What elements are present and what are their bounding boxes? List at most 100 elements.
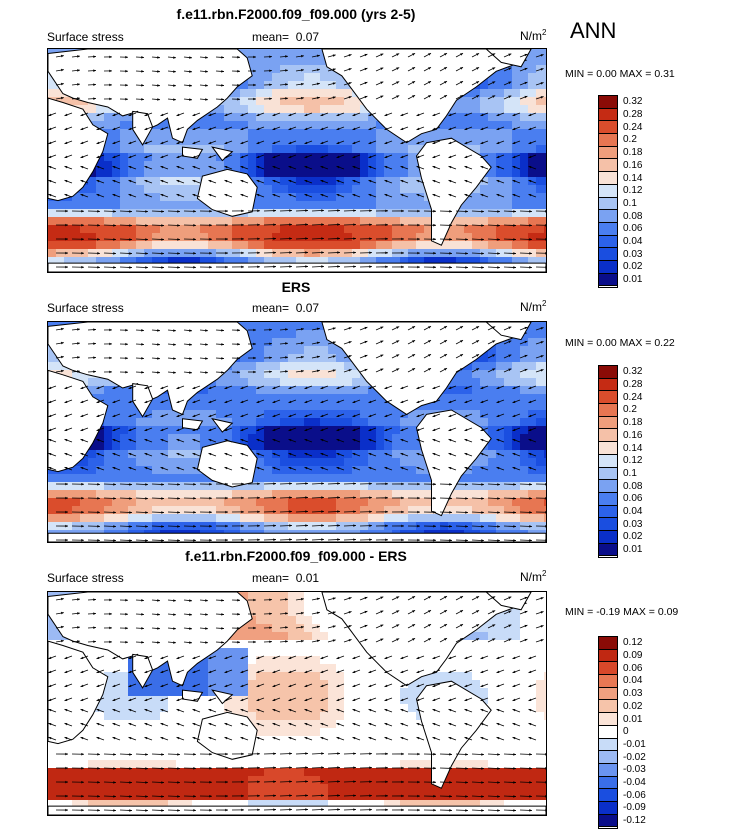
panel-2-title: ERS <box>47 279 545 295</box>
colorbar-swatch <box>599 675 617 688</box>
colorbar-swatch <box>599 751 617 764</box>
colorbar-swatch <box>599 455 617 468</box>
panel-1-max-value: 0.31 <box>654 68 674 80</box>
panel-2-units: N/m2 <box>520 299 546 314</box>
colorbar-swatch <box>599 366 617 379</box>
colorbar-tick-label: 0 <box>623 727 629 737</box>
colorbar-tick-label: 0.18 <box>623 148 642 158</box>
colorbar-tick-label: 0.01 <box>623 275 642 285</box>
colorbar-tick-label: -0.04 <box>623 778 646 788</box>
panel-1-units: N/m2 <box>520 28 546 43</box>
colorbar-tick-label: 0.04 <box>623 507 642 517</box>
colorbar-swatch <box>599 236 617 249</box>
colorbar-swatch <box>599 468 617 481</box>
colorbar-tick-label: -0.06 <box>623 791 646 801</box>
colorbar-tick-label: 0.18 <box>623 418 642 428</box>
colorbar-swatch <box>599 637 617 650</box>
season-label: ANN <box>570 18 616 44</box>
colorbar-tick-label: 0.12 <box>623 186 642 196</box>
colorbar-tick-label: 0.28 <box>623 380 642 390</box>
colorbar-tick-label: -0.01 <box>623 740 646 750</box>
colorbar-swatch <box>599 777 617 790</box>
panel-2-max-value: 0.22 <box>654 337 674 349</box>
colorbar-swatch <box>599 417 617 430</box>
colorbar-swatch <box>599 391 617 404</box>
colorbar-swatch <box>599 248 617 261</box>
panel-3-min-max: MIN = -0.19 MAX = 0.09 <box>565 606 678 618</box>
colorbar-swatch <box>599 121 617 134</box>
panel-2-mean-value: 0.07 <box>296 301 319 315</box>
colorbar-swatch <box>599 223 617 236</box>
panel-2-map-plot <box>48 322 546 542</box>
colorbar-tick-label: 0.1 <box>623 469 637 479</box>
colorbar-tick-label: 0.09 <box>623 651 642 661</box>
colorbar-swatch <box>599 274 617 287</box>
colorbar-swatch <box>599 404 617 417</box>
colorbar-swatch <box>599 172 617 185</box>
colorbar-tick-label: 0.01 <box>623 715 642 725</box>
colorbar-tick-label: 0.12 <box>623 638 642 648</box>
panel-3-variable-label: Surface stress <box>47 571 124 585</box>
colorbar-tick-label: -0.03 <box>623 765 646 775</box>
colorbar-swatch <box>599 700 617 713</box>
colorbar-tick-label: -0.02 <box>623 753 646 763</box>
colorbar-swatch <box>599 96 617 109</box>
colorbar-tick-label: 0.32 <box>623 367 642 377</box>
colorbar-swatch <box>599 789 617 802</box>
colorbar-tick-label: 0.06 <box>623 224 642 234</box>
colorbar-swatch <box>599 802 617 815</box>
colorbar-swatch <box>599 764 617 777</box>
colorbar-tick-label: 0.04 <box>623 676 642 686</box>
colorbar-tick-label: 0.32 <box>623 97 642 107</box>
panel-1-mean-label: mean= 0.07 <box>252 30 319 44</box>
colorbar-tick-label: -0.09 <box>623 803 646 813</box>
colorbar-tick-label: 0.14 <box>623 444 642 454</box>
panel-1-map-plot <box>48 49 546 272</box>
colorbar-swatch <box>599 480 617 493</box>
colorbar-tick-label: 0.06 <box>623 664 642 674</box>
panel-3-min-value: -0.19 <box>596 606 620 618</box>
panel-1-min-value: 0.00 <box>596 68 616 80</box>
colorbar-swatch <box>599 210 617 223</box>
colorbar-tick-label: 0.12 <box>623 456 642 466</box>
colorbar-swatch <box>599 650 617 663</box>
colorbar-swatch <box>599 506 617 519</box>
colorbar-swatch <box>599 662 617 675</box>
colorbar-swatch <box>599 379 617 392</box>
colorbar-swatch <box>599 429 617 442</box>
colorbar-tick-label: 0.28 <box>623 110 642 120</box>
colorbar-swatch <box>599 442 617 455</box>
colorbar-swatch <box>599 518 617 531</box>
colorbar-swatch <box>599 147 617 160</box>
colorbar-tick-label: -0.12 <box>623 816 646 826</box>
panel-3-units: N/m2 <box>520 569 546 584</box>
colorbar-swatch <box>599 815 617 828</box>
colorbar-swatch <box>599 493 617 506</box>
colorbar-tick-label: 0.06 <box>623 494 642 504</box>
panel-1-title: f.e11.rbn.F2000.f09_f09.000 (yrs 2-5) <box>47 6 545 22</box>
colorbar-tick-label: 0.03 <box>623 520 642 530</box>
colorbar-swatch <box>599 261 617 274</box>
colorbar-swatch <box>599 713 617 726</box>
panel-3-max-value: 0.09 <box>658 606 678 618</box>
colorbar-tick-label: 0.2 <box>623 405 637 415</box>
colorbar-tick-label: 0.01 <box>623 545 642 555</box>
colorbar-tick-label: 0.02 <box>623 702 642 712</box>
colorbar-swatch <box>599 185 617 198</box>
colorbar-tick-label: 0.02 <box>623 532 642 542</box>
colorbar-swatch <box>599 134 617 147</box>
panel-3-title: f.e11.rbn.F2000.f09_f09.000 - ERS <box>47 548 545 564</box>
panel-2-min-value: 0.00 <box>596 337 616 349</box>
panel-3-map-plot <box>48 592 546 815</box>
panel-2-variable-label: Surface stress <box>47 301 124 315</box>
colorbar-tick-label: 0.24 <box>623 393 642 403</box>
colorbar-swatch <box>599 688 617 701</box>
colorbar-tick-label: 0.14 <box>623 174 642 184</box>
colorbar-tick-label: 0.1 <box>623 199 637 209</box>
colorbar-swatch <box>599 726 617 739</box>
panel-2-map <box>47 321 547 543</box>
colorbar-tick-label: 0.08 <box>623 212 642 222</box>
